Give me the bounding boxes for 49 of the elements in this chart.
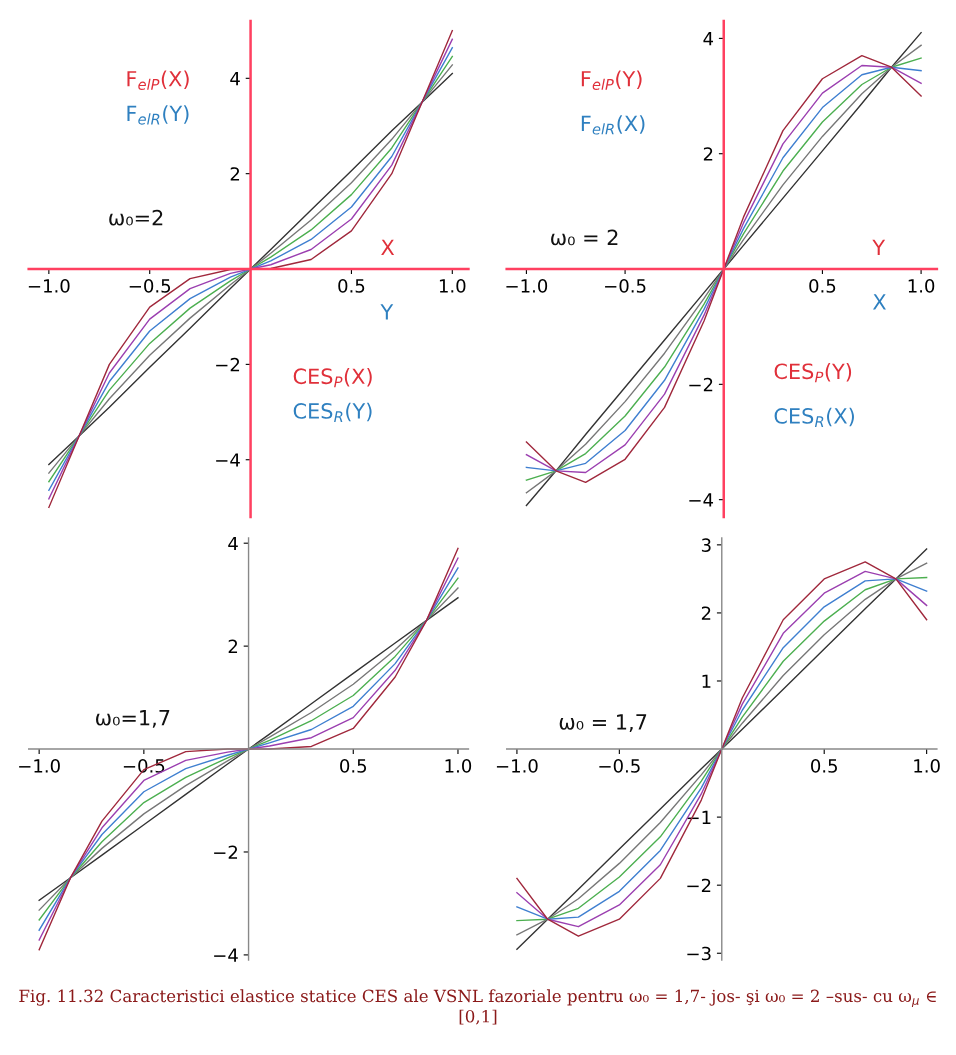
annotation: ω₀ = 1,7 — [559, 714, 647, 732]
x-tick-label: 0.5 — [809, 279, 836, 293]
annotation: F$_{elP}$(Y) — [581, 70, 642, 90]
annotation: F$_{elR}$(Y) — [127, 105, 189, 125]
annotation: X — [381, 239, 395, 255]
x-tick-label: −1.0 — [496, 759, 538, 773]
annotation: ω₀=1,7 — [96, 710, 170, 728]
annotation: Y — [380, 304, 394, 320]
x-tick-label: 0.5 — [340, 759, 367, 773]
annotation: F$_{elR}$(X) — [581, 115, 645, 135]
y-tick-label: −4 — [214, 948, 238, 962]
y-tick-label: −3 — [687, 946, 711, 961]
x-tick-label: −1.0 — [19, 759, 60, 773]
x-tick-label: 1.0 — [908, 279, 935, 293]
y-tick-label: 4 — [228, 536, 238, 551]
x-tick-label: −0.5 — [605, 279, 646, 293]
y-tick-label: −2 — [689, 377, 713, 392]
annotation: CES$_{R}$(X) — [774, 407, 854, 427]
annotation: X — [872, 294, 886, 310]
x-tick-label: 1.0 — [914, 759, 940, 773]
y-tick-label: 1 — [702, 674, 711, 688]
y-tick-label: 2 — [230, 167, 240, 181]
x-tick-label: −1.0 — [28, 279, 70, 293]
x-tick-label: 1.0 — [439, 279, 466, 293]
x-tick-label: 0.5 — [811, 759, 837, 773]
y-tick-label: −2 — [216, 357, 240, 372]
y-tick-label: 2 — [703, 147, 713, 161]
annotation: F$_{elP}$(X) — [127, 70, 189, 90]
y-tick-label: −4 — [689, 493, 714, 507]
y-tick-label: 3 — [701, 538, 711, 552]
x-tick-label: −0.5 — [599, 759, 640, 773]
x-tick-label: −0.5 — [129, 279, 171, 293]
text: Fig. 11.32 Caracteristici elastice statice CES ale VSNL fazoriale pentru ω₀ = 1,7- jos- şi ω₀ = 2 –sus- cu ω$_{μ}$ ∈ [0,1] — [19, 989, 936, 1025]
annotation: CES$_{R}$(Y) — [293, 402, 372, 422]
y-tick-label: 2 — [228, 639, 238, 653]
annotation: ω₀ = 2 — [551, 229, 618, 246]
y-tick-label: −2 — [687, 878, 711, 893]
x-tick-label: −1.0 — [506, 279, 548, 293]
annotation: CES$_{P}$(Y) — [774, 363, 852, 383]
y-tick-label: 2 — [701, 606, 711, 620]
x-tick-label: 0.5 — [338, 279, 365, 293]
y-tick-label: −4 — [216, 453, 240, 467]
annotation: CES$_{P}$(X) — [293, 368, 372, 388]
x-tick-label: 1.0 — [445, 759, 472, 773]
annotation: Y — [872, 239, 886, 255]
y-tick-label: 4 — [230, 72, 240, 86]
y-tick-label: −2 — [214, 845, 238, 859]
y-tick-label: 4 — [703, 32, 714, 46]
annotation: ω₀=2 — [109, 209, 163, 226]
